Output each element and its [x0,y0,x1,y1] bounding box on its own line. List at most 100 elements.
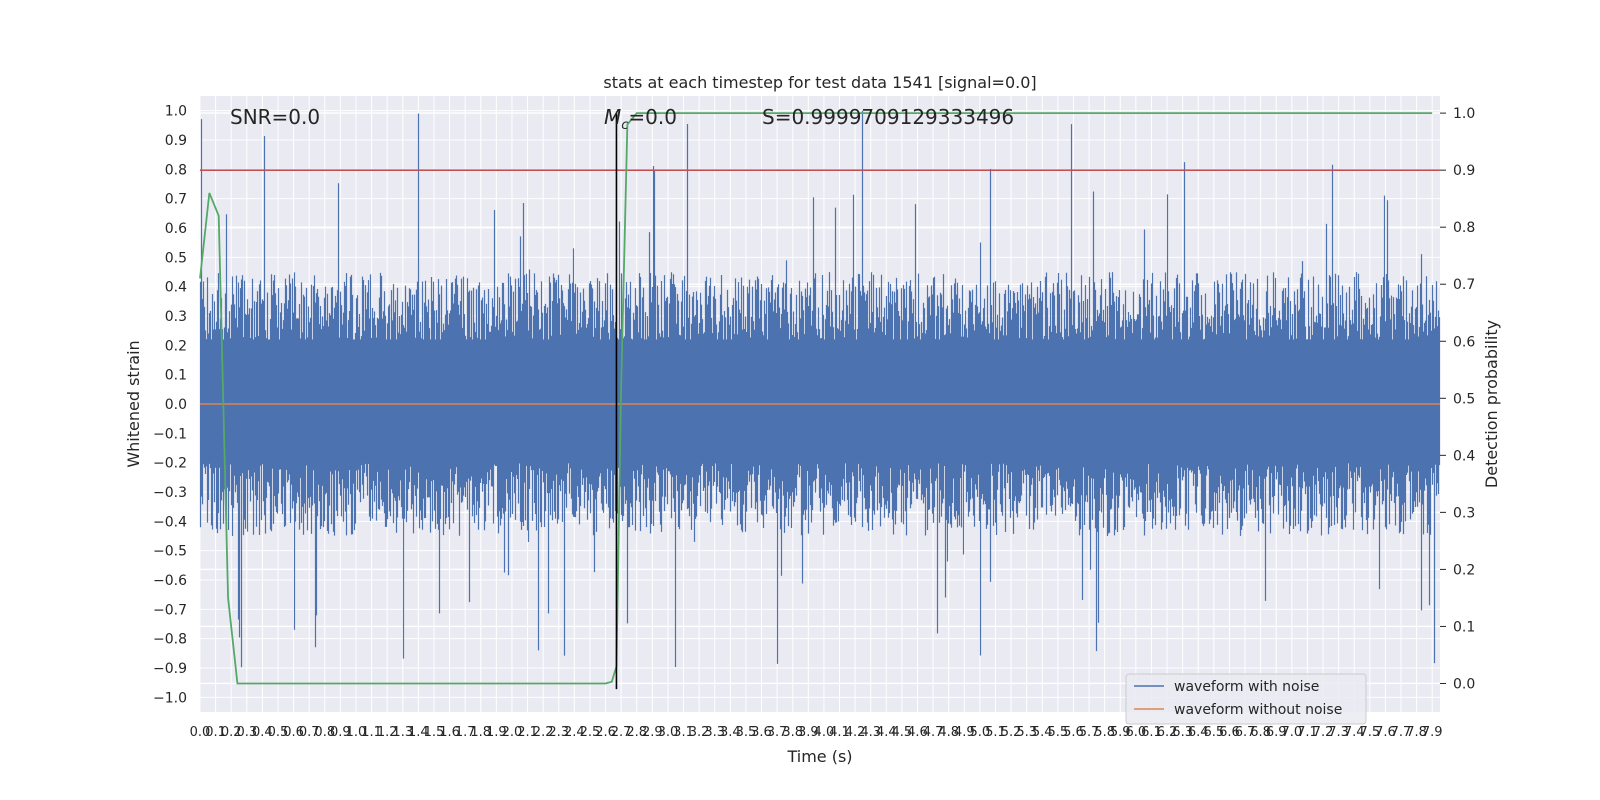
x-tick-label: 7.5 [1359,725,1380,740]
x-tick-label: 7.8 [1406,725,1427,740]
s-annotation: S=0.9999709129333496 [762,105,1014,129]
y-tick-label: −0.9 [153,661,187,677]
x-tick-label: 6.1 [1141,725,1162,740]
x-tick-label: 4.7 [923,725,944,740]
x-tick-label: 4.2 [845,725,866,740]
x-tick-label: 7.3 [1328,725,1349,740]
y2-tick-label: 0.9 [1453,163,1475,179]
x-tick-label: 6.5 [1203,725,1224,740]
x-tick-label: 2.9 [642,725,663,740]
x-tick-label: 7.6 [1375,725,1396,740]
legend-label-noise: waveform with noise [1174,679,1319,695]
overlay-lines [199,112,1440,690]
x-tick-label: 4.3 [860,725,881,740]
x-tick-label: 5.6 [1063,725,1084,740]
y-tick-label: 0.5 [165,250,187,266]
y-tick-label: −1.0 [153,690,187,706]
x-tick-label: 6.8 [1250,725,1271,740]
x-tick-label: 7.9 [1422,725,1443,740]
x-tick-label: 4.1 [829,725,850,740]
x-tick-label: 4.8 [938,725,959,740]
x-tick-label: 7.7 [1391,725,1412,740]
y2-tick-label: 0.8 [1453,220,1475,236]
x-tick-label: 1.9 [486,725,507,740]
x-tick-label: 5.7 [1079,725,1100,740]
chart-title: stats at each timestep for test data 154… [603,73,1036,92]
x-tick-label: 1.3 [392,725,413,740]
snr-annotation: SNR=0.0 [230,105,320,129]
x-tick-label: 2.0 [502,725,523,740]
x-tick-label: 1.4 [408,725,429,740]
x-tick-label: 3.0 [658,725,679,740]
x-tick-label: 4.0 [814,725,835,740]
x-tick-label: 6.3 [1172,725,1193,740]
x-tick-label: 2.6 [595,725,616,740]
y-tick-label: −0.2 [153,456,187,472]
y-tick-label: 0.4 [165,280,187,296]
y2-tick-label: 0.2 [1453,562,1475,578]
x-tick-label: 2.5 [580,725,601,740]
legend-box [1125,673,1367,725]
y-tick-label: −0.6 [153,573,187,589]
x-tick-label: 6.6 [1219,725,1240,740]
x-tick-label: 0.8 [314,725,335,740]
x-tick-label: 3.6 [751,725,772,740]
x-tick-label: 3.3 [704,725,725,740]
y-tick-label: −0.3 [153,485,187,501]
x-tick-label: 6.9 [1266,725,1287,740]
y-tick-label: 0.1 [165,368,187,384]
y-tick-label: 0.7 [165,192,187,208]
y2-tick-label: 0.6 [1453,334,1475,350]
x-tick-label: 0.2 [221,725,242,740]
y2-tick-label: 0.7 [1453,277,1475,293]
x-tick-label: 0.0 [190,725,211,740]
x-tick-label: 1.0 [346,725,367,740]
mc-annotation: Mc=0.0 [604,105,677,133]
x-tick-label: 5.4 [1032,725,1053,740]
mc-subscript: c [621,118,628,133]
x-tick-label: 7.2 [1313,725,1334,740]
y-tick-label: 1.0 [165,104,187,120]
x-axis-label: Time (s) [786,747,852,766]
y-tick-label: 0.6 [165,221,187,237]
x-tick-label: 2.8 [626,725,647,740]
x-tick-label: 6.0 [1126,725,1147,740]
x-tick-label: 3.9 [798,725,819,740]
x-tick-label: 3.4 [720,725,741,740]
y-tick-label: 0.0 [165,397,187,413]
x-tick-label: 3.7 [767,725,788,740]
x-tick-label: 5.8 [1094,725,1115,740]
x-tick-label: 0.6 [283,725,304,740]
y2-tick-label: 0.1 [1453,619,1475,635]
y-axis-left: 1.0 0.9 0.8 0.7 0.6 0.5 0.4 0.3 0.2 0.1 0.0 −0.1 −0.… [153,104,187,707]
y-axis-label: Whitened strain [124,340,143,467]
y2-tick-label: 1.0 [1453,106,1475,122]
x-axis: 0.00.10.20.30.40.50.60.70.80.91.01.11.21… [190,725,1443,740]
x-tick-label: 1.6 [439,725,460,740]
x-tick-label: 5.9 [1110,725,1131,740]
mc-symbol: M [604,105,621,129]
x-tick-label: 0.5 [268,725,289,740]
x-tick-label: 1.8 [470,725,491,740]
x-tick-label: 6.2 [1157,725,1178,740]
detection-probability-line [199,112,1433,685]
x-tick-label: 0.4 [252,725,273,740]
x-tick-label: 5.3 [1016,725,1037,740]
x-tick-label: 3.8 [782,725,803,740]
x-tick-label: 2.3 [548,725,569,740]
y2-tick-label: 0.3 [1453,505,1475,521]
x-tick-label: 5.5 [1048,725,1069,740]
x-tick-label: 1.1 [361,725,382,740]
x-tick-label: 1.7 [455,725,476,740]
x-tick-label: 3.2 [689,725,710,740]
x-tick-label: 3.5 [736,725,757,740]
x-tick-label: 3.1 [673,725,694,740]
x-tick-label: 4.6 [907,725,928,740]
x-tick-label: 2.4 [564,725,585,740]
legend-label-clean: waveform without noise [1174,702,1342,718]
y-tick-label: −0.1 [153,426,187,442]
y-tick-label: 0.2 [165,338,187,354]
x-tick-label: 1.2 [377,725,398,740]
x-tick-label: 7.0 [1281,725,1302,740]
